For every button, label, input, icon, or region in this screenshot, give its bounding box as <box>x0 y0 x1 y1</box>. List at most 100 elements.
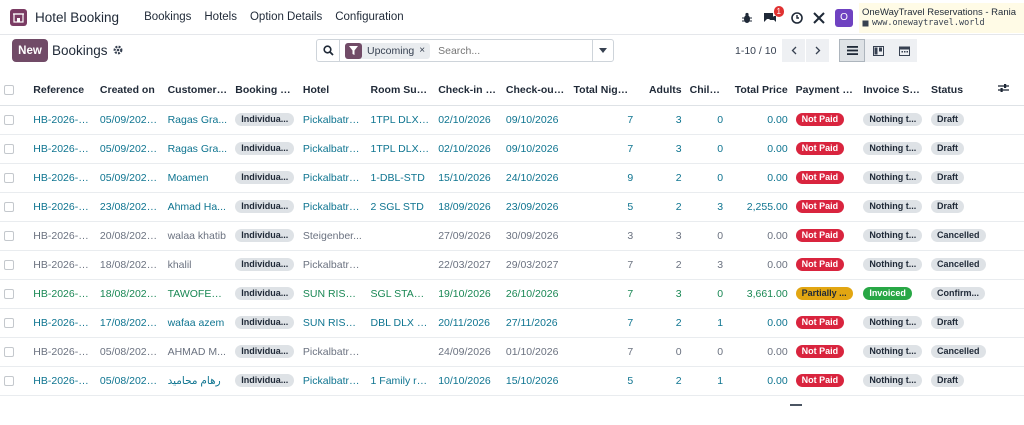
cell-reference: HB-2026-0... <box>29 308 96 338</box>
column-header-total-nights[interactable]: Total Nights <box>569 75 638 106</box>
payment-status-badge: Not Paid <box>795 113 845 126</box>
search-icon[interactable] <box>317 40 340 61</box>
column-header-invoice-status[interactable]: Invoice Status <box>859 75 927 106</box>
column-header-booking-type[interactable]: Booking Type <box>231 75 299 106</box>
table-row[interactable]: HB-2026-0... 18/08/2026... khalil Individua… <box>0 250 1024 280</box>
calendar-view-button[interactable] <box>891 39 917 62</box>
row-checkbox[interactable] <box>4 288 14 299</box>
invoice-status-badge: Nothing t... <box>863 113 923 126</box>
menu-item-option-details[interactable]: Option Details <box>249 11 323 23</box>
bug-icon[interactable] <box>741 12 753 24</box>
column-header-payment-status[interactable]: Payment Status <box>791 75 860 106</box>
kanban-view-button[interactable] <box>865 39 891 62</box>
table-row[interactable]: HB-2026-0... 20/08/2026... walaa khatib Ind… <box>0 221 1024 251</box>
status-badge: Draft <box>930 142 964 155</box>
booking-type-badge: Individua... <box>235 316 295 329</box>
column-header-check-in[interactable]: Check-in Date <box>434 75 502 106</box>
column-header-hotel[interactable]: Hotel <box>298 75 367 106</box>
menu-item-hotels[interactable]: Hotels <box>204 11 237 23</box>
search-options-toggle[interactable] <box>592 40 613 61</box>
table-row[interactable]: HB-2026-0... 05/09/2026... Moamen Individua… <box>0 163 1024 193</box>
row-checkbox[interactable] <box>4 114 14 125</box>
column-header-check-out[interactable]: Check-out Date <box>501 75 570 106</box>
cell-children: 0 <box>685 105 728 135</box>
column-header-customer-name[interactable]: Customer Name <box>163 75 232 106</box>
cell-booking-type: Individua... <box>231 221 299 251</box>
menu-item-bookings[interactable]: Bookings <box>144 11 192 23</box>
cell-status: Cancelled <box>926 337 994 367</box>
table-row[interactable]: HB-2026-0... 18/08/2026... TAWOFEK ... Indi… <box>0 279 1024 309</box>
cell-adults: 3 <box>637 105 686 135</box>
new-button[interactable]: New <box>12 39 48 62</box>
cell-children: 3 <box>685 192 728 222</box>
pager-value[interactable]: 1-10 / 10 <box>735 44 777 57</box>
row-checkbox[interactable] <box>4 143 14 154</box>
status-badge: Cancelled <box>930 345 986 358</box>
gear-icon[interactable] <box>113 43 123 58</box>
column-header-status[interactable]: Status <box>926 75 994 106</box>
checkbox <box>0 221 30 251</box>
table-row[interactable]: HB-2026-0... 05/08/2026... AHMAD M... Indiv… <box>0 337 1024 367</box>
company-name: OneWayTravel Reservations - Rania <box>862 7 1016 18</box>
select-all-checkbox-cell[interactable] <box>0 75 30 106</box>
row-checkbox[interactable] <box>4 259 14 270</box>
cell-reference: HB-2026-0... <box>29 366 96 396</box>
cell-payment-status: Not Paid <box>791 308 860 338</box>
cell-total-nights: 7 <box>569 308 638 338</box>
checkbox <box>0 279 30 309</box>
cell-customer-name: TAWOFEK ... <box>163 279 232 309</box>
table-row[interactable]: HB-2026-0... 17/08/2026... wafaa azem Indiv… <box>0 308 1024 338</box>
column-header-adults[interactable]: Adults <box>637 75 686 106</box>
cell-payment-status: Not Paid <box>791 250 860 280</box>
status-badge: Draft <box>930 171 964 184</box>
search-input[interactable] <box>438 44 592 57</box>
column-header-reference[interactable]: Reference <box>29 75 96 106</box>
clock-icon[interactable] <box>791 11 803 24</box>
breadcrumb: Bookings <box>52 39 123 62</box>
row-checkbox[interactable] <box>4 317 14 328</box>
row-checkbox[interactable] <box>4 375 14 386</box>
invoice-status-badge: Nothing t... <box>863 345 923 358</box>
pager-next-button[interactable] <box>806 39 829 62</box>
table-row[interactable]: HB-2026-0... 05/09/2026... Ragas Gra... Ind… <box>0 134 1024 164</box>
invoice-status-badge: Nothing t... <box>863 229 923 242</box>
app-name[interactable]: Hotel Booking <box>35 9 120 25</box>
tools-icon[interactable] <box>813 11 825 24</box>
row-checkbox[interactable] <box>4 172 14 183</box>
cell-reference: HB-2026-0... <box>29 134 96 164</box>
table-header-row: Reference Created on Customer Name Booki… <box>0 75 1024 106</box>
booking-type-badge: Individua... <box>235 113 295 126</box>
list-view-button[interactable] <box>839 39 865 62</box>
user-avatar[interactable]: O <box>835 8 853 27</box>
status-badge: Draft <box>930 113 964 126</box>
menu-item-configuration[interactable]: Configuration <box>335 11 404 23</box>
column-header-created-on[interactable]: Created on <box>95 75 164 106</box>
cell-hotel: Steigenber... <box>298 221 367 251</box>
row-checkbox[interactable] <box>4 201 14 212</box>
table-row[interactable]: HB-2026-0... 05/09/2026... Ragas Gra... Ind… <box>0 105 1024 135</box>
column-header-children[interactable]: Children <box>685 75 728 106</box>
cell-reference: HB-2026-0... <box>29 250 96 280</box>
cell-children: 0 <box>685 163 728 193</box>
chat-icon[interactable]: 1 <box>763 5 784 24</box>
pager-previous-button[interactable] <box>782 39 805 62</box>
cell-booking-type: Individua... <box>231 308 299 338</box>
cell-hotel: Pickalbatro... <box>298 105 367 135</box>
cell-total-price: 0.00 <box>727 134 792 164</box>
select-all-checkbox[interactable] <box>4 84 14 95</box>
table-row[interactable]: HB-2026-0... 23/08/2026... Ahmad Ha... Indi… <box>0 192 1024 222</box>
column-header-room-summary[interactable]: Room Summary <box>366 75 435 106</box>
checkbox <box>0 250 30 280</box>
cell-invoice-status: Nothing t... <box>859 221 927 251</box>
cell-adults: 3 <box>637 134 686 164</box>
table-row[interactable]: HB-2026-0... 05/08/2026... رهام محاميد Indi… <box>0 366 1024 396</box>
facet-remove-icon[interactable]: × <box>419 45 426 56</box>
optional-columns-toggle[interactable] <box>993 75 1024 106</box>
cell-payment-status: Partially ... <box>791 279 860 309</box>
hotel-app-icon[interactable] <box>10 8 27 26</box>
company-switcher[interactable]: OneWayTravel Reservations - Rania www.on… <box>859 2 1024 33</box>
page-title: Bookings <box>52 43 108 58</box>
column-header-total-price[interactable]: Total Price <box>727 75 792 106</box>
row-checkbox[interactable] <box>4 230 14 241</box>
row-checkbox[interactable] <box>4 346 14 357</box>
